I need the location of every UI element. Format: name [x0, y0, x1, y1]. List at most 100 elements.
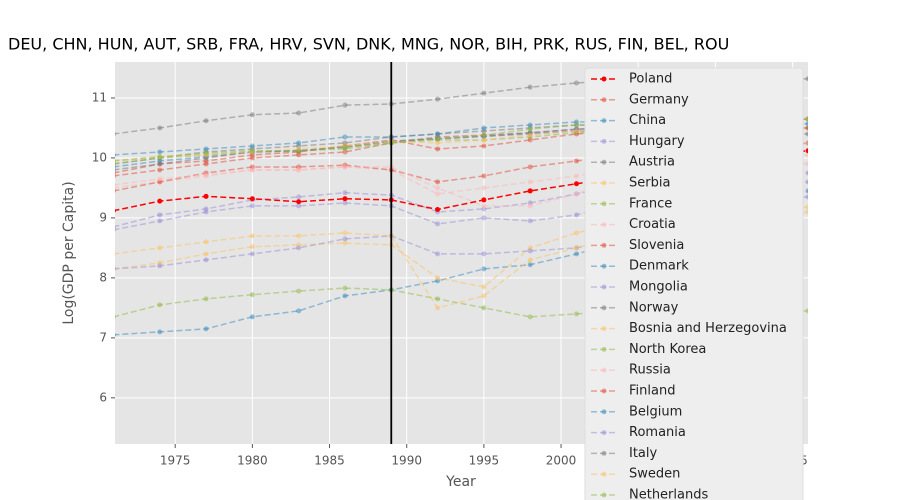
- data-point: [249, 233, 255, 239]
- data-point: [296, 194, 302, 200]
- data-point: [115, 185, 116, 190]
- data-point: [157, 176, 163, 182]
- x-tick-label: 1995: [469, 454, 500, 468]
- legend-marker: [601, 263, 607, 269]
- data-point: [157, 161, 163, 167]
- data-point: [249, 196, 255, 202]
- data-point: [249, 244, 255, 250]
- data-point: [296, 140, 302, 146]
- data-point: [481, 173, 487, 179]
- legend-label: Denmark: [629, 259, 689, 274]
- data-point: [527, 203, 533, 209]
- data-point: [527, 164, 533, 170]
- data-point: [527, 84, 533, 90]
- legend-marker: [601, 201, 607, 207]
- data-point: [481, 284, 487, 290]
- data-point: [805, 125, 808, 131]
- y-tick-label: 6: [99, 390, 107, 404]
- data-point: [805, 194, 808, 200]
- legend-label: Hungary: [629, 134, 685, 149]
- data-point: [805, 152, 808, 158]
- legend: Poland Germany China Hungary Austria Serbia Fr…: [584, 67, 804, 500]
- data-point: [249, 314, 255, 320]
- data-point: [296, 167, 302, 173]
- chart-title: DEU, CHN, HUN, AUT, SRB, FRA, HRV, SVN, …: [8, 35, 729, 54]
- data-point: [157, 263, 163, 269]
- data-point: [203, 193, 209, 199]
- data-point: [115, 167, 116, 172]
- data-point: [296, 288, 302, 294]
- data-point: [527, 257, 533, 263]
- data-point: [203, 209, 209, 215]
- data-point: [342, 144, 348, 150]
- data-point: [342, 196, 348, 202]
- data-point: [115, 152, 116, 157]
- data-point: [203, 296, 209, 302]
- series-line: [115, 190, 808, 336]
- data-point: [249, 203, 255, 209]
- data-point: [296, 203, 302, 209]
- data-point: [805, 140, 808, 146]
- data-point: [342, 134, 348, 140]
- data-point: [481, 185, 487, 191]
- data-point: [805, 116, 808, 122]
- legend-label: Netherlands: [629, 488, 708, 500]
- x-tick-label: 1985: [314, 454, 345, 468]
- data-point: [203, 146, 209, 152]
- legend-label: Serbia: [629, 176, 670, 191]
- x-tick-label: 2000: [546, 454, 577, 468]
- data-point: [435, 221, 441, 227]
- data-point: [435, 140, 441, 146]
- legend-box: [584, 67, 804, 500]
- data-point: [481, 132, 487, 138]
- data-point: [342, 102, 348, 108]
- data-point: [435, 146, 441, 152]
- legend-label: Croatia: [629, 217, 676, 232]
- y-tick-label: 7: [99, 330, 107, 344]
- data-point: [296, 233, 302, 239]
- data-point: [527, 262, 533, 268]
- data-point: [805, 204, 808, 210]
- legend-label: Austria: [629, 155, 675, 170]
- data-point: [573, 251, 579, 257]
- data-point: [435, 96, 441, 102]
- data-point: [115, 266, 116, 271]
- legend-marker: [601, 284, 607, 290]
- data-point: [115, 164, 116, 169]
- data-point: [435, 305, 441, 311]
- legend-label: France: [629, 196, 672, 211]
- data-point: [157, 125, 163, 131]
- legend-label: Sweden: [629, 467, 680, 482]
- legend-label: Bosnia and Herzegovina: [629, 321, 787, 336]
- data-point: [157, 245, 163, 251]
- data-point: [435, 191, 441, 197]
- data-point: [157, 302, 163, 308]
- data-point: [573, 311, 579, 317]
- data-point: [805, 148, 808, 154]
- legend-label: Slovenia: [629, 238, 684, 253]
- legend-marker: [601, 242, 607, 248]
- series-line: [115, 206, 808, 288]
- data-point: [249, 112, 255, 118]
- data-point: [435, 296, 441, 302]
- data-point: [115, 227, 116, 232]
- data-point: [805, 121, 808, 127]
- legend-label: Italy: [629, 446, 658, 461]
- data-point: [435, 251, 441, 257]
- data-point: [527, 137, 533, 143]
- data-point: [481, 305, 487, 311]
- data-point: [115, 224, 116, 229]
- data-point: [435, 207, 441, 213]
- legend-marker: [601, 118, 607, 124]
- data-point: [435, 179, 441, 185]
- data-point: [342, 190, 348, 196]
- data-point: [203, 150, 209, 156]
- data-point: [435, 131, 441, 137]
- legend-label: Poland: [629, 72, 672, 87]
- data-point: [805, 188, 808, 194]
- data-point: [115, 170, 116, 175]
- data-point: [573, 80, 579, 86]
- data-point: [115, 161, 116, 166]
- x-tick-label: 1980: [237, 454, 268, 468]
